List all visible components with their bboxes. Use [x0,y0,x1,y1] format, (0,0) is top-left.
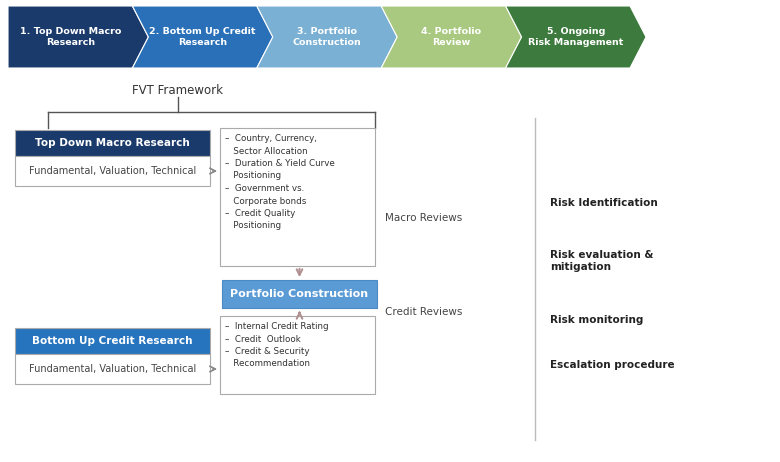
FancyBboxPatch shape [15,130,210,156]
Polygon shape [381,6,522,68]
Polygon shape [505,6,646,68]
Text: 5. Ongoing
Risk Management: 5. Ongoing Risk Management [528,27,623,47]
Text: Fundamental, Valuation, Technical: Fundamental, Valuation, Technical [29,364,196,374]
Text: Risk Identification: Risk Identification [550,198,658,208]
Text: 1. Top Down Macro
Research: 1. Top Down Macro Research [20,27,121,47]
Polygon shape [8,6,148,68]
FancyBboxPatch shape [15,328,210,354]
Text: Fundamental, Valuation, Technical: Fundamental, Valuation, Technical [29,166,196,176]
Text: 2. Bottom Up Credit
Research: 2. Bottom Up Credit Research [149,27,256,47]
Text: Risk evaluation &
mitigation: Risk evaluation & mitigation [550,250,654,272]
Polygon shape [257,6,397,68]
Text: Escalation procedure: Escalation procedure [550,360,675,370]
Text: 3. Portfolio
Construction: 3. Portfolio Construction [292,27,361,47]
FancyBboxPatch shape [222,280,377,308]
Text: Credit Reviews: Credit Reviews [385,307,463,317]
Text: Portfolio Construction: Portfolio Construction [230,289,369,299]
Text: FVT Framework: FVT Framework [133,84,224,97]
Text: Risk monitoring: Risk monitoring [550,315,644,325]
Polygon shape [133,6,273,68]
Text: –  Country, Currency,
   Sector Allocation
–  Duration & Yield Curve
   Position: – Country, Currency, Sector Allocation –… [225,134,335,231]
FancyBboxPatch shape [220,316,375,394]
Text: Bottom Up Credit Research: Bottom Up Credit Research [32,336,193,346]
Text: –  Internal Credit Rating
–  Credit  Outlook
–  Credit & Security
   Recommendat: – Internal Credit Rating – Credit Outloo… [225,322,328,369]
FancyBboxPatch shape [220,128,375,266]
FancyBboxPatch shape [15,156,210,186]
FancyBboxPatch shape [15,354,210,384]
Text: 4. Portfolio
Review: 4. Portfolio Review [421,27,481,47]
Text: Top Down Macro Research: Top Down Macro Research [35,138,190,148]
Text: Macro Reviews: Macro Reviews [385,213,463,223]
